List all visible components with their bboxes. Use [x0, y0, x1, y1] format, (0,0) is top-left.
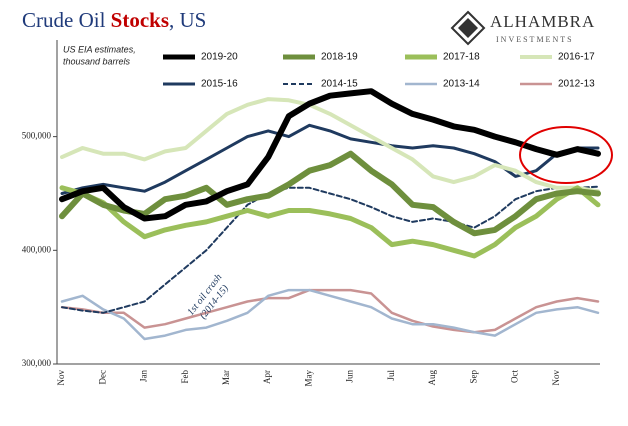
legend-label: 2014-15 — [321, 79, 358, 90]
series-line — [60, 123, 600, 195]
x-tick-label: Sep — [468, 370, 478, 384]
title-part: Crude Oil — [22, 8, 111, 32]
title-highlight: Stocks — [111, 8, 169, 32]
series-line — [60, 288, 600, 341]
x-tick-label: Jan — [139, 370, 149, 382]
highlight-circle — [519, 126, 613, 184]
legend-label: 2013-14 — [443, 79, 480, 90]
logo-text: ALHAMBRA — [490, 12, 595, 31]
y-tick-label: 500,000 — [22, 131, 52, 141]
x-tick-label: May — [303, 370, 313, 387]
legend-label: 2015-16 — [201, 79, 238, 90]
logo-subtext: INVESTMENTS — [496, 35, 574, 44]
legend-label: 2017-18 — [443, 52, 480, 63]
subtitle: thousand barrels — [63, 56, 131, 66]
x-tick-label: Jul — [386, 370, 396, 381]
x-tick-label: Aug — [427, 370, 437, 386]
x-tick-label: Nov — [551, 370, 561, 386]
y-tick-label: 300,000 — [22, 358, 52, 368]
x-tick-label: Apr — [262, 370, 272, 384]
x-tick-label: Nov — [56, 370, 66, 386]
y-tick-label: 400,000 — [22, 244, 52, 254]
series-line — [59, 185, 601, 259]
legend-label: 2018-19 — [321, 52, 358, 63]
x-tick-label: Oct — [510, 370, 520, 383]
title-part: , US — [169, 8, 206, 32]
series-line — [61, 185, 599, 314]
x-tick-label: Dec — [97, 370, 107, 385]
legend-label: 2012-13 — [558, 79, 595, 90]
logo-icon — [450, 10, 486, 46]
annotation: 1st oil crash (2014-15) — [185, 272, 231, 321]
chart-title: Crude Oil Stocks, US — [22, 8, 206, 32]
series-line — [59, 88, 601, 222]
legend-label: 2019-20 — [201, 52, 238, 63]
series-line — [59, 150, 601, 237]
x-tick-label: Jun — [345, 370, 355, 383]
legend-label: 2016-17 — [558, 52, 595, 63]
x-tick-label: Mar — [221, 370, 231, 385]
x-tick-label: Feb — [180, 370, 190, 384]
series-line — [60, 288, 600, 334]
subtitle: US EIA estimates, — [63, 44, 136, 54]
series-line — [60, 97, 600, 194]
